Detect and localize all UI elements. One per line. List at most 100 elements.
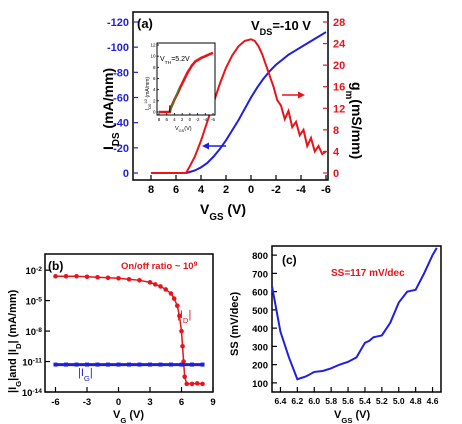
inset-x-tick-label-part: 2 bbox=[181, 117, 184, 122]
y-left-axis-label: IDS (mA/mm) bbox=[100, 68, 122, 150]
id-point bbox=[158, 284, 163, 289]
ig-point bbox=[158, 362, 163, 367]
y-tick-label-part: -2 bbox=[36, 266, 42, 273]
y-left-tick-label: -60 bbox=[113, 93, 129, 105]
y-tick-label-part: 600 bbox=[252, 288, 268, 299]
x-tick-label: -6 bbox=[51, 397, 59, 408]
x-tick-label: -3 bbox=[83, 397, 91, 408]
id-point bbox=[105, 275, 111, 281]
y-left-tick-label-part: -80 bbox=[113, 67, 129, 79]
inset-y-tick-label: 0 bbox=[153, 110, 156, 115]
y-right-axis-label: gm(mS/mm) bbox=[344, 82, 366, 159]
x-tick-label-part: 5.0 bbox=[393, 396, 405, 406]
id-point bbox=[179, 328, 184, 334]
on-off-annotation-part: On/off ratio ~ 10 bbox=[121, 261, 194, 272]
y-axis-label-part: |I bbox=[7, 387, 19, 393]
ig-point bbox=[190, 362, 194, 367]
y-tick-label: 10-2 bbox=[26, 266, 43, 278]
plot-frame bbox=[44, 253, 214, 393]
y-tick-label: 10-5 bbox=[26, 296, 43, 308]
inset-x-axis-label: VGS(V) bbox=[175, 126, 192, 133]
y-left-tick-label: 0 bbox=[123, 168, 129, 180]
x-axis-label-part: V bbox=[200, 201, 210, 217]
y-tick-label: 10-14 bbox=[22, 388, 42, 400]
x-tick-label-part: 0 bbox=[248, 184, 254, 196]
y-tick-label: 200 bbox=[252, 361, 268, 372]
x-tick-label: 6.0 bbox=[308, 396, 320, 406]
id-point bbox=[180, 344, 185, 349]
x-tick-label-part: 5.2 bbox=[376, 396, 388, 406]
x-tick-label: 4 bbox=[198, 184, 205, 196]
x-tick-label-part: -4 bbox=[296, 184, 307, 196]
y-tick-label-part: 10 bbox=[22, 358, 33, 369]
x-tick-label-part: 4 bbox=[198, 184, 205, 196]
y-tick-label-part: 500 bbox=[252, 306, 268, 317]
id-point bbox=[163, 287, 169, 292]
x-tick-label-part: 6.0 bbox=[308, 396, 320, 406]
panel-a: 8 6 4 2 0 -2 -4 -60-20-40-60-80-100-12004812162… bbox=[100, 11, 366, 223]
y-left-tick-label-part: -120 bbox=[107, 17, 129, 29]
y-left-tick-label: -100 bbox=[107, 42, 129, 54]
x-tick-label: -6 bbox=[321, 184, 331, 196]
y-tick-label-part: -14 bbox=[32, 388, 42, 395]
inset-y-tick-label-part: 6 bbox=[153, 76, 156, 81]
inset-y-tick-label: 4 bbox=[153, 87, 156, 92]
y-right-tick-label: 12 bbox=[333, 103, 345, 115]
on-off-annotation: On/off ratio ~ 109 bbox=[121, 261, 198, 273]
x-tick-label: 5.6 bbox=[342, 396, 354, 406]
y-axis-label-part: | (mA/mm) bbox=[7, 289, 19, 343]
x-tick-label-part: -3 bbox=[83, 397, 91, 408]
y-right-axis-label-part: g bbox=[349, 82, 365, 91]
y-right-tick-label: 20 bbox=[333, 60, 345, 72]
panel-c: 6.4 6.2 6.0 5.8 5.6 5.4 5.2 5.0 4.8 4.6 100 200 300 4… bbox=[229, 245, 442, 424]
ids-series-line bbox=[151, 31, 327, 174]
inset-x-tick-label-part: 8 bbox=[158, 117, 161, 122]
ig-series-label: |IG| bbox=[78, 367, 93, 383]
y-tick-label-part: 800 bbox=[252, 251, 268, 262]
inset-x-tick-label-part: -6 bbox=[211, 117, 215, 122]
x-tick-label-part: 9 bbox=[210, 397, 215, 408]
y-tick-label-part: 400 bbox=[252, 324, 268, 335]
ig-point bbox=[64, 362, 68, 367]
inset-x-tick-label-part: 0 bbox=[189, 117, 192, 122]
y-axis-label-part: D bbox=[14, 343, 23, 349]
x-tick-label-part: 6.2 bbox=[291, 396, 303, 406]
y-right-tick-label-part: 28 bbox=[333, 17, 345, 29]
ig-point bbox=[137, 362, 142, 367]
y-right-tick-label: 16 bbox=[333, 82, 345, 94]
y-right-tick-label: 0 bbox=[333, 168, 339, 180]
inset-x-tick-label: -4 bbox=[203, 117, 207, 122]
vds-annotation-part: DS bbox=[260, 27, 273, 37]
y-right-axis-label-part: m bbox=[344, 91, 355, 100]
inset-x-axis-label-part: GS bbox=[179, 129, 185, 133]
inset-x-tick-label: 2 bbox=[181, 117, 184, 122]
inset-y-axis-label-part: (mA/mm) bbox=[145, 77, 151, 99]
y-left-axis-label-part: (mA/mm) bbox=[100, 68, 116, 133]
ig-point bbox=[127, 362, 131, 367]
inset-vth-annotation-part: TH bbox=[165, 60, 172, 66]
x-tick-label-part: -6 bbox=[321, 184, 331, 196]
id-point bbox=[116, 275, 121, 281]
y-right-tick-label-part: 0 bbox=[333, 168, 339, 180]
inset-x-tick-label-part: -4 bbox=[203, 117, 207, 122]
inset-y-axis-label-part: I bbox=[145, 109, 151, 110]
plot-frame bbox=[132, 11, 329, 181]
id-point bbox=[171, 296, 177, 301]
inset-y-tick-label: 8 bbox=[153, 65, 156, 70]
y-tick-label-part: -11 bbox=[33, 357, 43, 364]
y-right-tick-label-part: 8 bbox=[333, 125, 339, 137]
y-axis-label-part: SS (mV/dec) bbox=[229, 291, 241, 356]
y-tick-label-part: 300 bbox=[252, 342, 268, 353]
id-series-label: |ID| bbox=[177, 309, 191, 325]
x-tick-label: 5.8 bbox=[325, 396, 337, 406]
x-axis-label-part: V bbox=[113, 409, 121, 421]
id-point bbox=[184, 381, 190, 387]
y-tick-label: 800 bbox=[252, 251, 268, 262]
panel-label-part: (c) bbox=[282, 253, 297, 267]
inset-x-tick-label: 6 bbox=[165, 117, 168, 122]
y-left-tick-label-part: -100 bbox=[107, 42, 129, 54]
x-tick-label: 0 bbox=[116, 397, 121, 408]
ig-point bbox=[53, 362, 58, 367]
x-tick-label-part: -6 bbox=[51, 397, 59, 408]
